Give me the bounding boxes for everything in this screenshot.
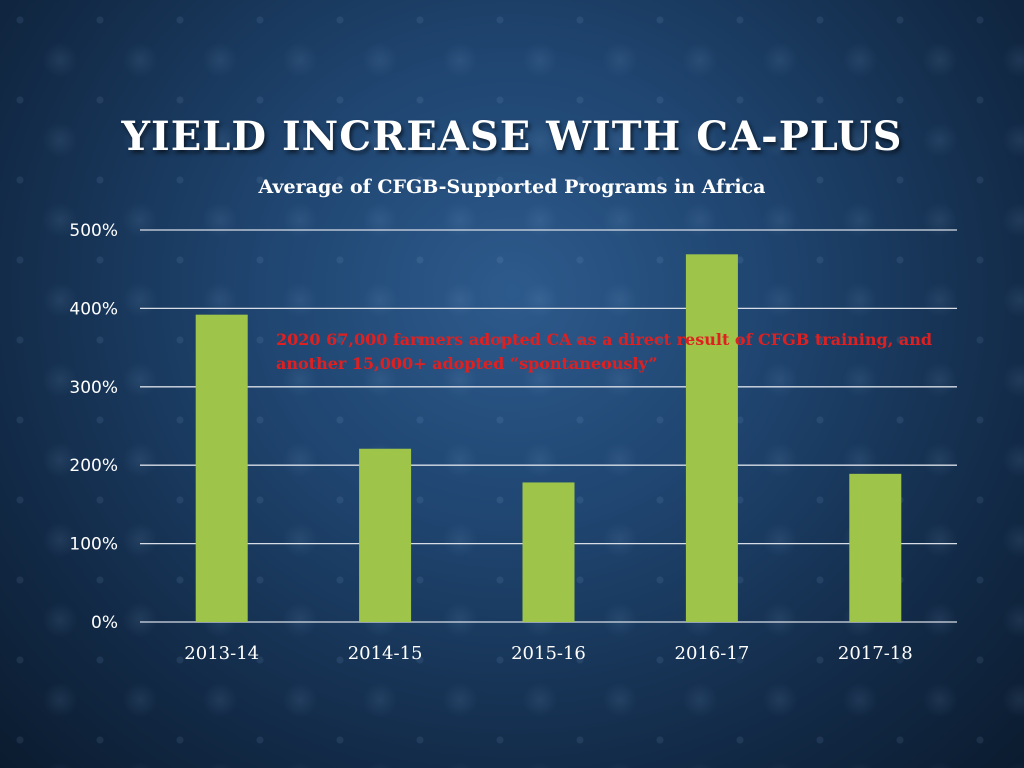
bar (195, 314, 248, 622)
x-tick-label: 2013-14 (184, 643, 259, 664)
x-tick-label: 2014-15 (348, 643, 423, 664)
bar (359, 448, 412, 622)
x-tick-label: 2017-18 (838, 643, 913, 664)
x-tick-label: 2015-16 (511, 643, 586, 664)
slide-title: YIELD INCREASE WITH CA-PLUS (121, 113, 903, 160)
chart-annotation: 2020 67,000 farmers adopted CA as a dire… (276, 330, 933, 373)
bar (522, 482, 575, 622)
bar (685, 254, 738, 622)
x-tick-label: 2016-17 (675, 643, 750, 664)
y-tick-label: 500% (69, 221, 118, 241)
y-tick-label: 0% (91, 613, 118, 633)
y-tick-label: 400% (69, 299, 118, 319)
y-tick-label: 300% (69, 378, 118, 398)
y-tick-label: 100% (69, 535, 118, 555)
bar (849, 473, 902, 622)
y-tick-label: 200% (69, 456, 118, 476)
chart-title: Average of CFGB-Supported Programs in Af… (258, 176, 766, 198)
